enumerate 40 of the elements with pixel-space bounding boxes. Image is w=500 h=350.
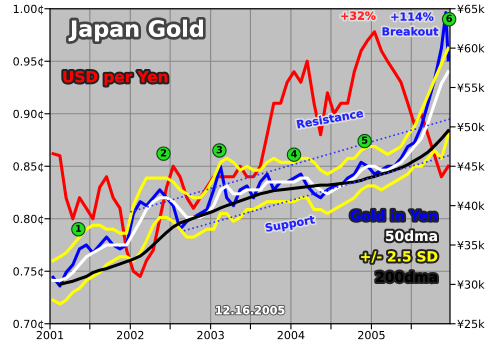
annotation: 12.16.2005 — [216, 306, 284, 314]
annotation: 5 — [362, 136, 368, 144]
annotation: +114% — [391, 12, 434, 21]
y2-tick-label: ¥45k — [457, 162, 485, 171]
y2-tick-label: ¥35k — [457, 240, 485, 250]
annotation: 2 — [160, 149, 166, 156]
y2-tick-label: ¥60k — [457, 44, 485, 53]
x-tick-label: 2004 — [278, 330, 304, 340]
chart-title: Japan Gold — [68, 20, 203, 42]
x-tick-label: 2003 — [197, 330, 224, 340]
y2-tick-label: ¥55k — [457, 83, 485, 92]
text: 200dma — [376, 271, 437, 282]
y-tick-label: 1.00¢ — [14, 4, 44, 15]
annotation: Resistance — [296, 108, 364, 129]
annotation: +32% — [341, 11, 376, 20]
annotation: 4 — [291, 150, 297, 158]
y-tick-label: 0.90¢ — [13, 110, 44, 120]
text: +/- 2.5 SD — [361, 251, 438, 263]
y-tick-label: 0.85¢ — [13, 162, 44, 172]
line-series — [52, 70, 450, 282]
y2-tick-label: ¥30k — [457, 280, 485, 289]
annotation: 1 — [76, 224, 82, 232]
annotation: 6 — [446, 14, 452, 22]
text: USD per Yen — [63, 70, 168, 86]
y-tick-label: 0.95¢ — [13, 57, 44, 68]
y2-tick-label: ¥25k — [457, 320, 485, 328]
y2-tick-label: ¥65k — [457, 4, 485, 14]
y-tick-label: 0.70¢ — [13, 320, 44, 330]
text: 50dma — [386, 230, 437, 242]
y-tick-label: 0.75¢ — [13, 267, 44, 278]
annotation: 3 — [216, 146, 222, 154]
y2-tick-label: ¥40k — [457, 201, 485, 210]
annotation: Breakout — [382, 27, 438, 36]
x-tick-label: 2001 — [36, 330, 64, 340]
x-tick-label: 2002 — [116, 330, 144, 340]
annotation: Support — [265, 215, 316, 234]
x-tick-label: 2005 — [358, 330, 385, 340]
series-label: Gold in Yen — [350, 210, 437, 221]
y2-tick-label: ¥50k — [457, 122, 485, 132]
y-tick-label: 0.80¢ — [13, 214, 44, 225]
